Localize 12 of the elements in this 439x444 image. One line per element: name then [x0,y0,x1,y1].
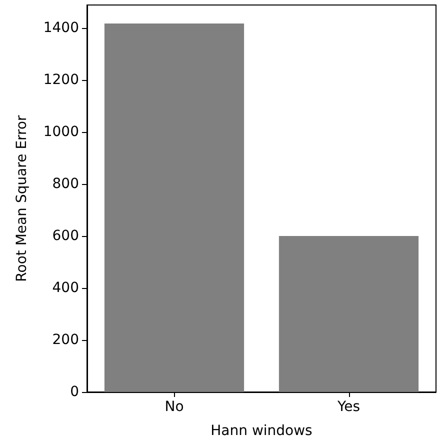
y-tick-label: 0 [70,384,79,400]
y-tick-label: 600 [52,228,79,244]
y-tick-label: 1000 [43,124,79,140]
y-tick-label: 1200 [43,72,79,88]
y-tick-label: 1400 [43,20,79,36]
y-axis-title: Root Mean Square Error [14,114,30,282]
x-tick-label: Yes [336,399,360,415]
y-tick-label: 200 [52,332,79,348]
y-tick-label: 800 [52,176,79,192]
x-axis-title: Hann windows [210,423,312,439]
y-tick-label: 400 [52,280,79,296]
x-tick-label: No [164,399,184,415]
